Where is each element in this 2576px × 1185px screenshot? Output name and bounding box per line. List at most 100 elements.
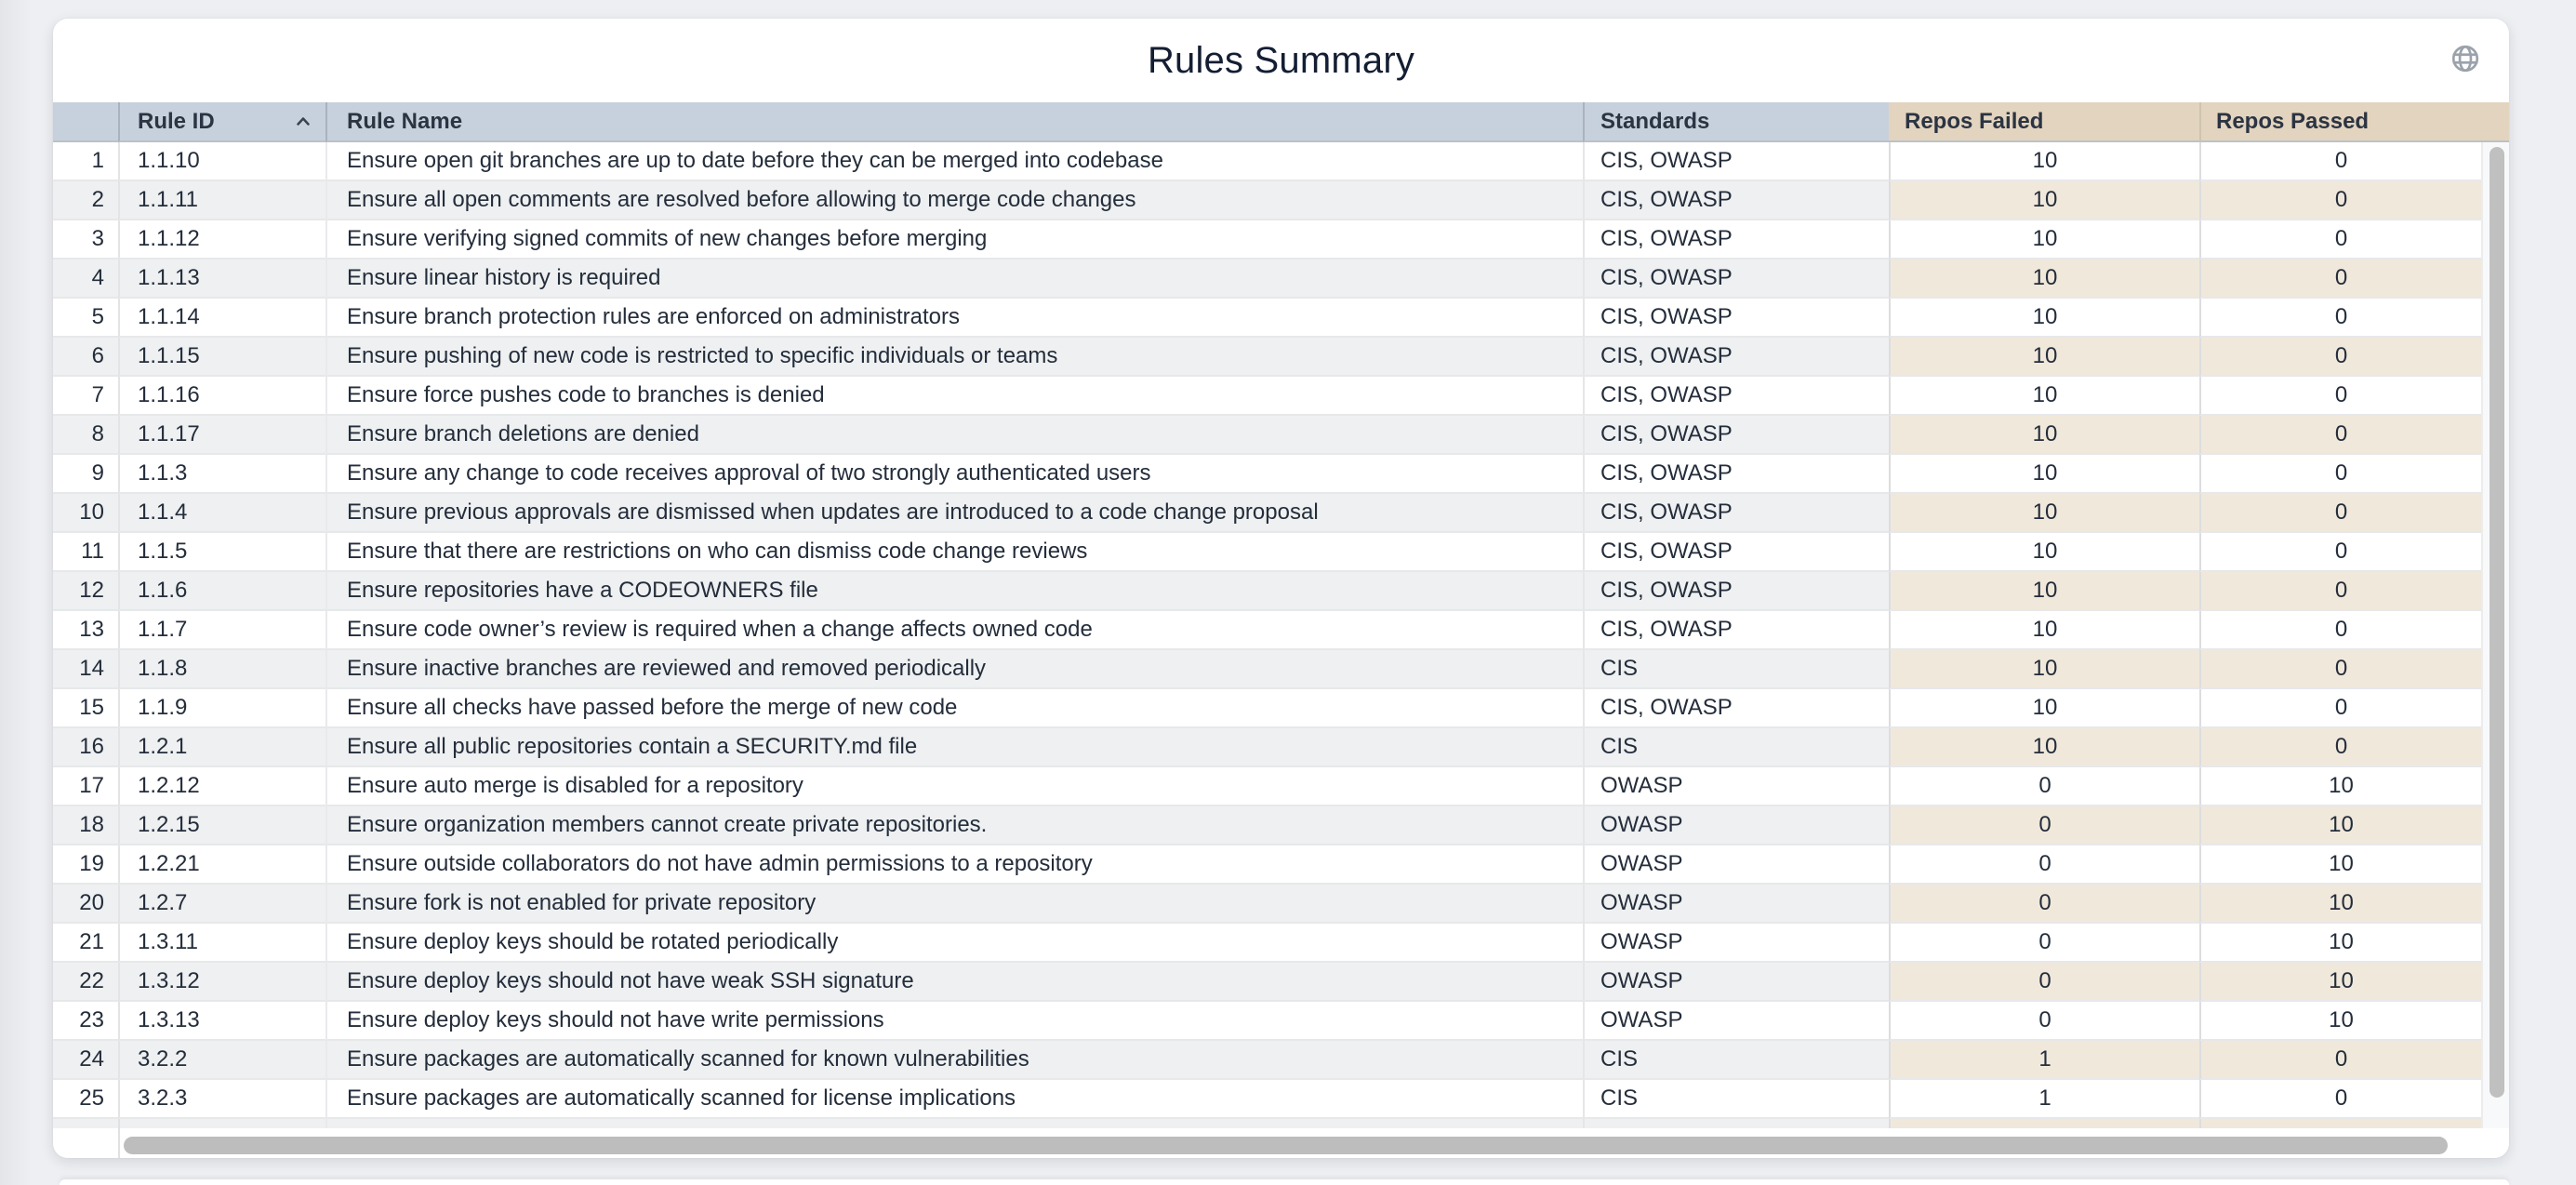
repos-failed-cell: 10	[1889, 455, 2199, 494]
table-row[interactable]: 20 1.2.7 Ensure fork is not enabled for pr…	[53, 885, 2509, 924]
rule-id-cell: 1.1.4	[118, 494, 325, 533]
table-row[interactable]: 1 1.1.10 Ensure open git branches are up t…	[53, 142, 2509, 181]
table-header-row: Rule ID Rule Name Standards Repos Failed…	[53, 102, 2509, 142]
rule-name-cell: Ensure linear history is required	[325, 260, 1583, 299]
rule-id-cell: 1.2.21	[118, 845, 325, 885]
standards-cell: CIS, OWASP	[1583, 260, 1889, 299]
row-number-cell: 15	[53, 689, 118, 728]
rule-id-cell: 1.1.17	[118, 416, 325, 455]
repos-passed-cell: 0	[2199, 455, 2481, 494]
row-number-cell: 1	[53, 142, 118, 181]
rule-id-cell: 1.2.1	[118, 728, 325, 767]
repos-passed-cell: 0	[2199, 650, 2481, 689]
table-row[interactable]: 2 1.1.11 Ensure all open comments are reso…	[53, 181, 2509, 220]
column-header-repos-failed[interactable]: Repos Failed	[1889, 102, 2199, 142]
table-row[interactable]: 23 1.3.13 Ensure deploy keys should not ha…	[53, 1002, 2509, 1041]
repos-failed-cell: 0	[1889, 806, 2199, 845]
table-row[interactable]: 25 3.2.3 Ensure packages are automatically…	[53, 1080, 2509, 1119]
row-number-cell: 6	[53, 338, 118, 377]
standards-cell: CIS, OWASP	[1583, 181, 1889, 220]
table-row[interactable]: 11 1.1.5 Ensure that there are restriction…	[53, 533, 2509, 572]
horizontal-scrollbar-track[interactable]	[53, 1119, 2509, 1158]
rule-name-cell: Ensure fork is not enabled for private r…	[325, 885, 1583, 924]
rule-id-cell: 3.2.3	[118, 1080, 325, 1119]
repos-failed-cell: 1	[1889, 1080, 2199, 1119]
table-row[interactable]: 22 1.3.12 Ensure deploy keys should not ha…	[53, 963, 2509, 1002]
table-row[interactable]: 13 1.1.7 Ensure code owner’s review is req…	[53, 611, 2509, 650]
row-number-column-header	[53, 102, 118, 142]
repos-passed-cell: 10	[2199, 885, 2481, 924]
standards-cell: CIS	[1583, 728, 1889, 767]
table-row[interactable]: 9 1.1.3 Ensure any change to code receives…	[53, 455, 2509, 494]
column-header-rule-name[interactable]: Rule Name	[325, 102, 1583, 142]
repos-failed-cell: 10	[1889, 299, 2199, 338]
table-row[interactable]: 12 1.1.6 Ensure repositories have a CODEOW…	[53, 572, 2509, 611]
standards-cell: OWASP	[1583, 963, 1889, 1002]
rule-id-cell: 1.1.13	[118, 260, 325, 299]
table-row[interactable]: 14 1.1.8 Ensure inactive branches are revi…	[53, 650, 2509, 689]
repos-passed-cell: 0	[2199, 416, 2481, 455]
table-row-partial[interactable]	[53, 1119, 2509, 1128]
table-row[interactable]: 16 1.2.1 Ensure all public repositories co…	[53, 728, 2509, 767]
standards-cell: CIS, OWASP	[1583, 416, 1889, 455]
table-row[interactable]: 21 1.3.11 Ensure deploy keys should be rot…	[53, 924, 2509, 963]
repos-passed-cell: 0	[2199, 377, 2481, 416]
table-row[interactable]: 3 1.1.12 Ensure verifying signed commits o…	[53, 220, 2509, 260]
table-row[interactable]: 5 1.1.14 Ensure branch protection rules ar…	[53, 299, 2509, 338]
table-row[interactable]: 17 1.2.12 Ensure auto merge is disabled fo…	[53, 767, 2509, 806]
rule-name-cell: Ensure deploy keys should not have weak …	[325, 963, 1583, 1002]
repos-failed-cell: 0	[1889, 924, 2199, 963]
standards-cell: CIS, OWASP	[1583, 455, 1889, 494]
repos-passed-cell: 0	[2199, 533, 2481, 572]
table-row[interactable]: 6 1.1.15 Ensure pushing of new code is res…	[53, 338, 2509, 377]
repos-failed-cell: 10	[1889, 728, 2199, 767]
repos-failed-cell: 10	[1889, 494, 2199, 533]
vertical-scrollbar-thumb[interactable]	[2490, 147, 2504, 1098]
repos-failed-cell: 10	[1889, 338, 2199, 377]
horizontal-scrollbar-thumb[interactable]	[124, 1137, 2448, 1154]
table-row[interactable]: 4 1.1.13 Ensure linear history is required…	[53, 260, 2509, 299]
rule-name-cell: Ensure auto merge is disabled for a repo…	[325, 767, 1583, 806]
table-row[interactable]: 15 1.1.9 Ensure all checks have passed bef…	[53, 689, 2509, 728]
row-number-cell: 13	[53, 611, 118, 650]
column-header-repos-passed[interactable]: Repos Passed	[2199, 102, 2481, 142]
rule-name-cell: Ensure code owner’s review is required w…	[325, 611, 1583, 650]
standards-cell: CIS, OWASP	[1583, 533, 1889, 572]
repos-failed-cell: 10	[1889, 533, 2199, 572]
repos-passed-cell: 0	[2199, 142, 2481, 181]
standards-cell: OWASP	[1583, 1002, 1889, 1041]
table-row[interactable]: 10 1.1.4 Ensure previous approvals are dis…	[53, 494, 2509, 533]
rule-name-cell: Ensure repositories have a CODEOWNERS fi…	[325, 572, 1583, 611]
globe-icon[interactable]	[2450, 43, 2481, 74]
column-header-rule-id[interactable]: Rule ID	[118, 102, 325, 142]
standards-cell: CIS, OWASP	[1583, 572, 1889, 611]
row-number-cell: 19	[53, 845, 118, 885]
repos-passed-cell: 10	[2199, 924, 2481, 963]
row-number-cell: 20	[53, 885, 118, 924]
table-row[interactable]: 18 1.2.15 Ensure organization members cann…	[53, 806, 2509, 845]
rule-id-cell: 3.2.2	[118, 1041, 325, 1080]
standards-cell: OWASP	[1583, 845, 1889, 885]
repos-failed-cell: 0	[1889, 963, 2199, 1002]
table-row[interactable]: 19 1.2.21 Ensure outside collaborators do …	[53, 845, 2509, 885]
column-header-standards[interactable]: Standards	[1583, 102, 1889, 142]
repos-failed-cell: 1	[1889, 1041, 2199, 1080]
repos-failed-cell: 0	[1889, 767, 2199, 806]
repos-passed-cell: 0	[2199, 1041, 2481, 1080]
rule-name-cell: Ensure deploy keys should not have write…	[325, 1002, 1583, 1041]
row-number-cell: 17	[53, 767, 118, 806]
repos-failed-cell: 10	[1889, 220, 2199, 260]
rule-name-cell: Ensure all public repositories contain a…	[325, 728, 1583, 767]
row-number-column-divider	[118, 1119, 120, 1158]
table-row[interactable]: 7 1.1.16 Ensure force pushes code to branc…	[53, 377, 2509, 416]
repos-failed-cell: 10	[1889, 416, 2199, 455]
table-row[interactable]: 24 3.2.2 Ensure packages are automatically…	[53, 1041, 2509, 1080]
row-number-cell: 24	[53, 1041, 118, 1080]
rule-id-cell: 1.1.5	[118, 533, 325, 572]
rule-name-cell: Ensure any change to code receives appro…	[325, 455, 1583, 494]
table-row[interactable]: 8 1.1.17 Ensure branch deletions are denie…	[53, 416, 2509, 455]
standards-cell: OWASP	[1583, 924, 1889, 963]
page-title: Rules Summary	[1147, 40, 1415, 81]
standards-cell: CIS	[1583, 1080, 1889, 1119]
rule-id-cell: 1.1.10	[118, 142, 325, 181]
